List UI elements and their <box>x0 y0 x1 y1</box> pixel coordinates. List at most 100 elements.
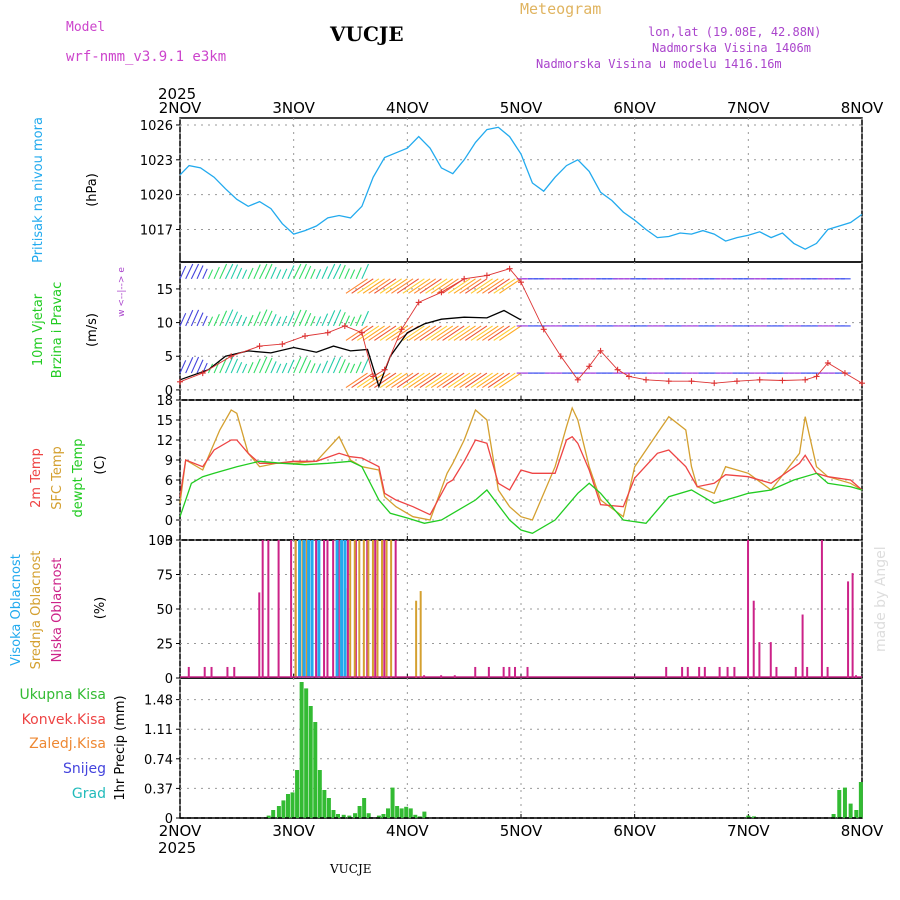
precip-bar <box>752 816 757 818</box>
cloud-bar <box>826 666 829 678</box>
temperature-series-2m-temp <box>179 435 863 516</box>
pressure-series-mslp <box>179 126 863 250</box>
precip-bar <box>854 810 859 818</box>
wind-gust-point <box>177 378 183 385</box>
wind-vane <box>362 278 385 294</box>
wind-vane <box>368 325 391 341</box>
wind-vane <box>281 268 288 280</box>
precip-bar <box>395 806 400 818</box>
precip-bar <box>386 808 391 818</box>
wind-vane <box>242 316 248 327</box>
wind-vane <box>499 372 522 389</box>
precip-bar <box>376 815 381 818</box>
wind-vane <box>293 309 302 327</box>
wind-vane <box>459 325 482 341</box>
cloud-bar <box>349 540 352 678</box>
wind-vane <box>230 311 239 327</box>
cloud-bar <box>301 540 304 678</box>
altitude-label: Nadmorska Visina 1406m <box>652 41 811 55</box>
wind-vane <box>310 268 316 280</box>
cloud-bar <box>474 666 477 678</box>
xtick-label-bottom: 4NOV <box>386 822 429 840</box>
precip-bar <box>353 813 358 818</box>
cloud-bar <box>306 540 309 678</box>
wind-vane <box>476 372 499 389</box>
pressure-ytick-label: 1020 <box>140 189 173 204</box>
cloud-unit: (%) <box>93 597 108 620</box>
cloud-bar <box>752 600 755 678</box>
wind-vane <box>482 372 505 389</box>
cloud-bar <box>332 540 335 678</box>
cloud-bar <box>681 666 684 678</box>
wind-vane <box>327 310 336 327</box>
wind-vane <box>499 325 522 341</box>
cloud-bar <box>374 540 377 678</box>
cloud-bar <box>820 540 823 678</box>
precip-bar <box>313 722 318 818</box>
precip-ytick-label: 0.37 <box>144 782 173 797</box>
pressure-ytick-label: 1026 <box>140 119 173 134</box>
cloud-bar <box>354 540 357 678</box>
wind-vane <box>430 325 454 341</box>
xtick-label-bottom: 6NOV <box>613 822 656 840</box>
cloud-bar <box>353 540 356 678</box>
wind-vane <box>332 356 342 374</box>
wind-vane <box>281 315 288 327</box>
wind-vane <box>270 266 277 280</box>
temp-unit: (C) <box>93 455 108 474</box>
wind-series-gust-line <box>179 268 863 384</box>
cloud-ytick-label: 100 <box>148 534 173 549</box>
wind-vane <box>259 309 268 327</box>
wind-ytick-label: 10 <box>156 317 173 332</box>
wind-vane <box>345 278 368 294</box>
wind-vane <box>276 363 282 374</box>
wind-vane <box>345 325 368 341</box>
wind-compass: w <--|--> e <box>117 267 127 317</box>
cloud-bar <box>718 666 721 678</box>
wind-vane <box>321 266 329 280</box>
wind-vane <box>487 372 510 389</box>
wind-vane <box>213 266 220 280</box>
cloud-bar <box>307 540 311 678</box>
cloud-bar <box>747 540 750 678</box>
wind-vane <box>493 325 516 341</box>
wind-vane <box>442 325 465 341</box>
xtick-label-bottom: 2NOV <box>159 822 202 840</box>
wind-vane <box>270 313 277 327</box>
wind-vane <box>396 372 420 389</box>
wind-vane <box>379 278 402 294</box>
wind-vane <box>361 310 369 327</box>
xtick-label-bottom: 3NOV <box>272 822 315 840</box>
wind-vane <box>493 372 516 389</box>
xtick-label-top: 8NOV <box>841 99 884 117</box>
cloud-ytick-label: 25 <box>156 638 173 653</box>
precip-bar <box>837 790 842 818</box>
wind-vane <box>179 312 187 327</box>
wind-vane <box>213 313 220 327</box>
xtick-label-top: 7NOV <box>727 99 770 117</box>
cloud-bar <box>383 540 386 678</box>
temperature-ytick-label: 9 <box>165 454 173 469</box>
wind-vane <box>190 263 200 280</box>
precip-bar <box>746 815 751 818</box>
cloud-bar <box>335 540 339 678</box>
precip-bar <box>317 770 322 818</box>
wind-vane <box>332 263 342 280</box>
wind-vane <box>287 265 295 280</box>
wind-vane <box>196 265 204 280</box>
wind-vane <box>419 278 442 294</box>
wind-vane <box>355 361 362 374</box>
wind-vane <box>408 372 431 389</box>
cloud-bar <box>317 540 321 678</box>
precip-bar <box>331 810 336 818</box>
wind-vane <box>304 312 312 327</box>
cloud-bar <box>277 540 280 678</box>
precip-legend-2: Zaledj.Kisa <box>29 736 106 752</box>
temperature-ytick-label: 15 <box>156 414 173 429</box>
wind-vane <box>402 372 425 389</box>
pressure-ylabel: Pritisak na nivou mora <box>31 117 46 263</box>
precip-ytick-label: 1.48 <box>144 694 173 709</box>
wind-vane <box>185 309 194 327</box>
wind-vane <box>413 278 437 294</box>
wind-vane <box>465 372 488 389</box>
